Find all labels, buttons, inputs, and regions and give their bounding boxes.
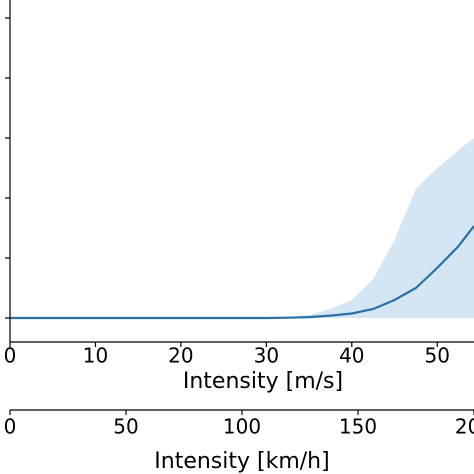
x2-axis-label: Intensity [km/h] <box>154 449 329 474</box>
x2-tick-label: 50 <box>113 415 138 439</box>
x-tick-label: 10 <box>83 344 108 368</box>
x-tick-label: 50 <box>425 344 450 368</box>
x2-tick-label: 150 <box>339 415 377 439</box>
x-axis-label: Intensity [m/s] <box>183 369 343 394</box>
x2-tick-label: 0 <box>4 415 17 439</box>
x-tick-label: 0 <box>4 344 17 368</box>
uncertainty-band <box>10 138 474 318</box>
x-tick-label: 30 <box>254 344 279 368</box>
x-tick-label: 20 <box>168 344 193 368</box>
line <box>10 225 474 320</box>
x-tick-label: 40 <box>339 344 364 368</box>
x2-tick-label: 200 <box>455 415 474 439</box>
x2-tick-label: 100 <box>223 415 261 439</box>
